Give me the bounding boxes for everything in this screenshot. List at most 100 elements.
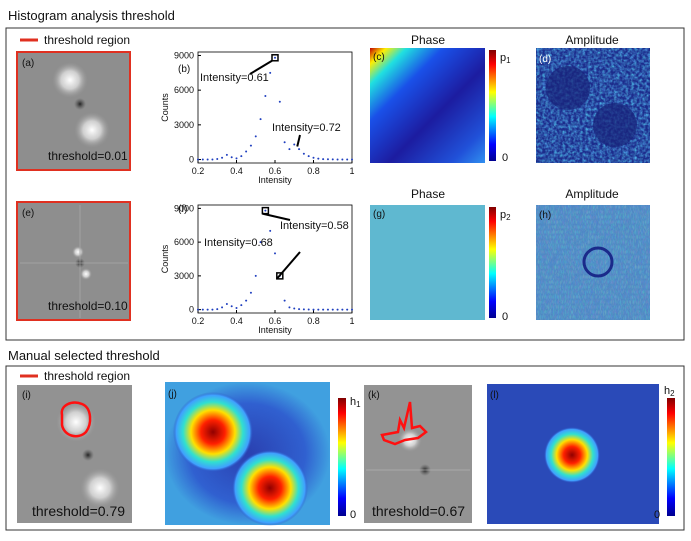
data-point: [197, 158, 199, 161]
data-point: [245, 299, 248, 302]
data-point: [259, 118, 262, 121]
data-point: [201, 158, 204, 161]
y-axis-label: Counts: [160, 244, 170, 273]
annotation-arrow: [276, 251, 301, 280]
data-point: [322, 308, 325, 311]
image-blob: [544, 427, 600, 483]
x-tick-label: 0.6: [269, 316, 282, 326]
image-spot: [546, 66, 590, 110]
y-tick-label: 9000: [174, 203, 194, 213]
data-point: [264, 94, 267, 97]
colorbar-label: p1: [500, 52, 511, 65]
annotation: Intensity=0.68: [204, 237, 273, 249]
data-point: [269, 71, 272, 74]
image: [370, 205, 485, 320]
data-point: [283, 299, 286, 302]
data-point: [225, 303, 228, 305]
image-spot: [82, 449, 94, 461]
colorbar-zero: 0: [350, 509, 356, 521]
x-tick-label: 1: [349, 316, 354, 326]
panel-title: Amplitude: [565, 187, 619, 201]
data-point: [288, 306, 291, 309]
x-axis-label: Intensity: [258, 175, 292, 185]
data-point: [245, 150, 248, 153]
data-point: [230, 305, 233, 308]
annotation: Intensity=0.61: [200, 72, 269, 84]
image-blob: [173, 392, 253, 472]
y-tick-label: 0: [189, 305, 194, 315]
panel-label: (l): [490, 390, 499, 401]
y-tick-label: 3000: [174, 271, 194, 281]
data-point: [336, 158, 339, 161]
symbol: p: [500, 209, 506, 221]
panel-text: threshold=0.67: [372, 503, 465, 519]
data-point: [249, 291, 252, 294]
image-ring: [582, 246, 614, 278]
colorbar-label: h1: [350, 396, 361, 409]
symbol: h: [350, 396, 356, 408]
subscript: 2: [670, 389, 675, 398]
plot-frame: [197, 51, 353, 164]
annotation-arrow: [296, 134, 301, 147]
annotation: Intensity=0.72: [272, 122, 341, 134]
panel-label: (h): [539, 210, 551, 221]
data-point: [240, 155, 243, 158]
data-point: [254, 135, 257, 138]
panel-label: (d): [539, 54, 551, 65]
legend-text: threshold region: [44, 33, 130, 47]
data-point: [288, 148, 291, 151]
colorbar: [489, 207, 496, 318]
x-tick-label: 0.4: [230, 166, 243, 176]
legend-text: threshold region: [44, 369, 130, 383]
image-texture: [536, 48, 650, 163]
y-tick-label: 6000: [174, 85, 194, 95]
section-box: [5, 27, 685, 341]
data-point: [249, 144, 252, 147]
data-point: [278, 100, 281, 103]
data-point: [331, 308, 334, 311]
subscript: 1: [356, 400, 361, 409]
image-spot: [74, 112, 110, 148]
panel-label: (a): [22, 58, 34, 69]
data-point: [221, 156, 224, 159]
data-point: [293, 307, 296, 310]
data-point: [336, 308, 339, 311]
data-point: [221, 306, 224, 309]
data-point: [346, 308, 349, 311]
data-point: [201, 308, 204, 311]
data-point: [259, 241, 262, 244]
image-spot: [52, 62, 88, 98]
panel-title: Phase: [411, 187, 445, 201]
colorbar-zero: 0: [654, 509, 660, 521]
panel-title: Phase: [411, 33, 445, 47]
data-point: [274, 56, 276, 59]
threshold-contour: [380, 401, 428, 446]
data-point: [331, 158, 334, 161]
data-point: [211, 308, 214, 311]
panel-text: threshold=0.10: [48, 299, 128, 313]
panel-label: (k): [368, 390, 380, 401]
section-title: Manual selected threshold: [8, 348, 160, 363]
data-point: [326, 158, 329, 161]
data-point: [240, 304, 243, 307]
x-axis-label: Intensity: [258, 325, 292, 335]
data-point: [235, 306, 238, 309]
data-point: [197, 308, 199, 311]
data-point: [307, 155, 310, 158]
subscript: 1: [506, 56, 511, 65]
image: [370, 48, 485, 163]
panel-label: (j): [168, 389, 177, 400]
data-point: [317, 157, 320, 160]
panel-label: (f): [178, 204, 187, 215]
y-tick-label: 3000: [174, 120, 194, 130]
data-point: [269, 229, 272, 232]
panel-text: threshold=0.79: [32, 503, 125, 519]
colorbar: [667, 398, 675, 516]
data-point: [283, 141, 286, 144]
threshold-contour: [60, 401, 92, 438]
image-spot: [593, 103, 637, 147]
data-point: [216, 157, 219, 160]
x-tick-label: 0.8: [307, 316, 320, 326]
